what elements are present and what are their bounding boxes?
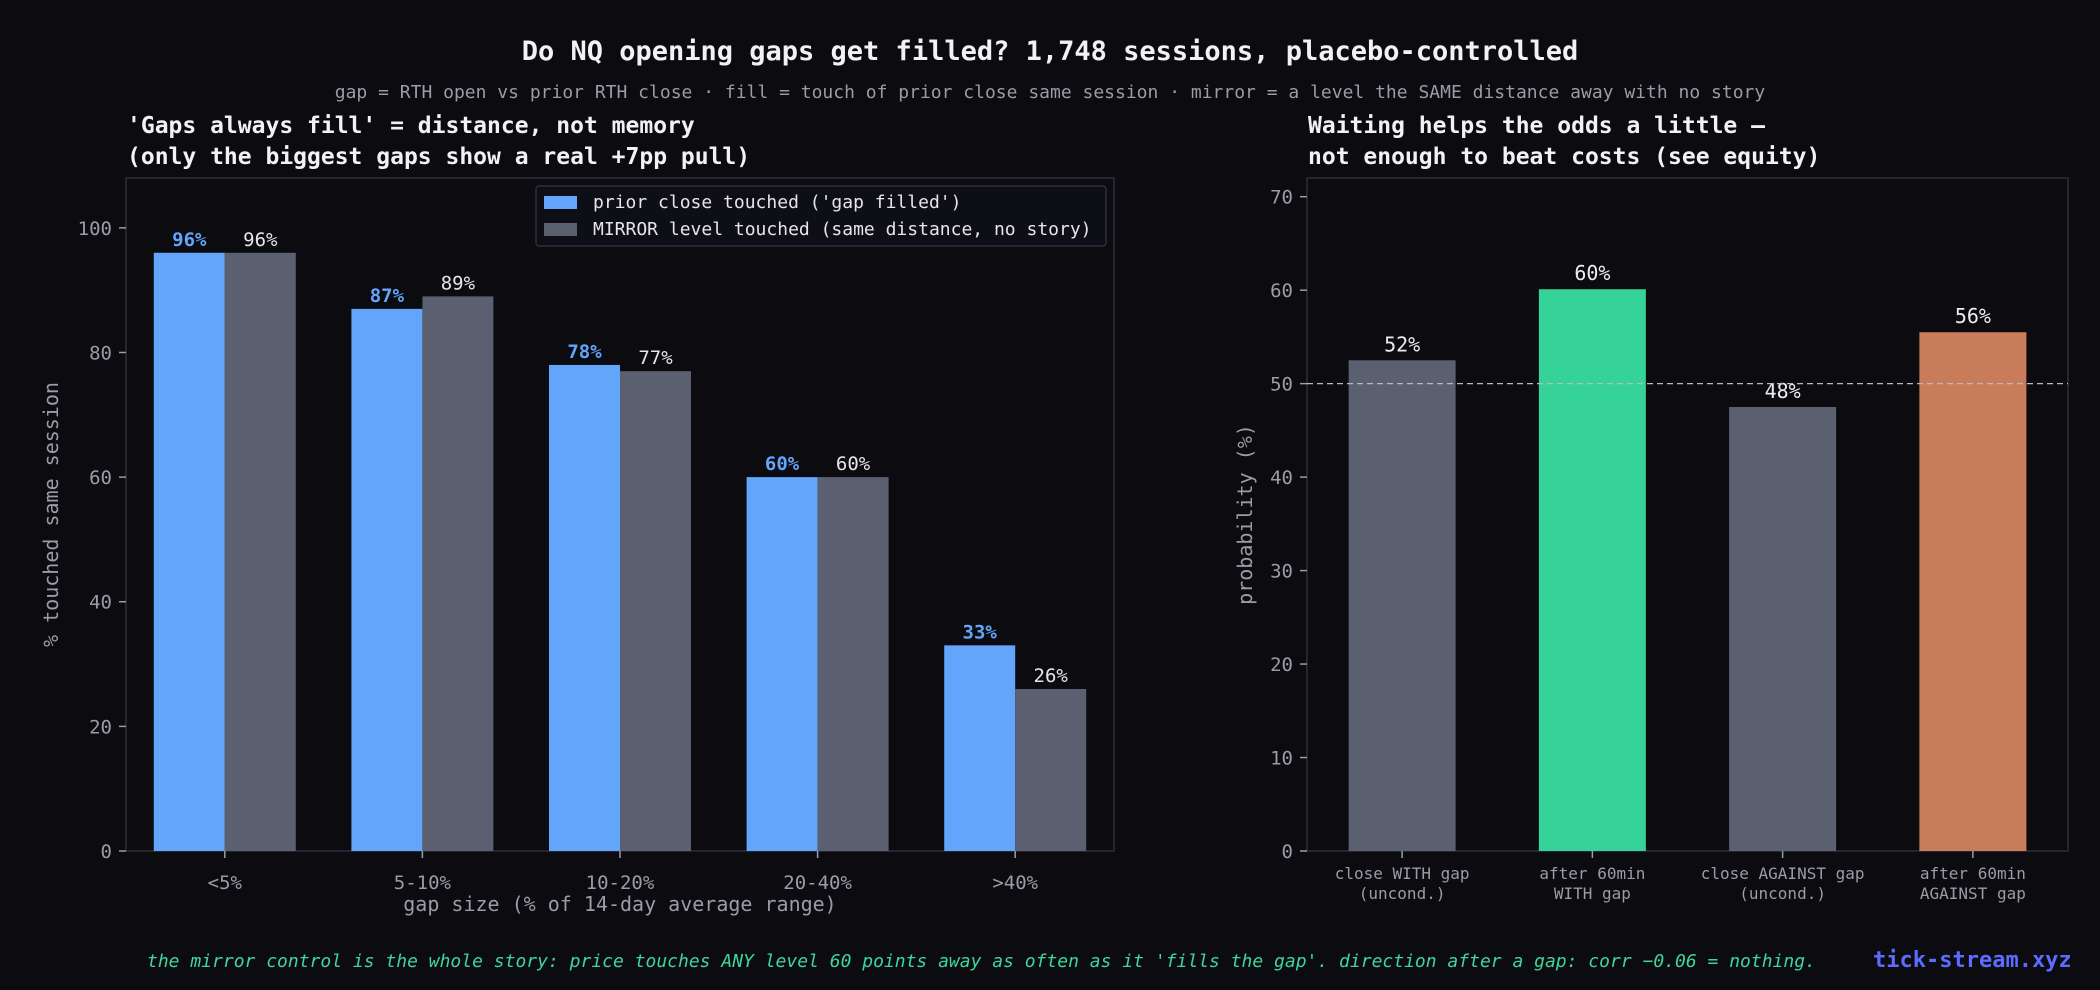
bar-mirror — [817, 477, 889, 851]
bar-mirror — [224, 252, 296, 851]
right-panel-title-line-1: Waiting helps the odds a little — — [1308, 113, 1765, 139]
bar-gap-filled — [944, 645, 1016, 851]
legend-box — [535, 185, 1107, 247]
probability-label: 56% — [1955, 304, 1991, 328]
left-panel-title-line-2: (only the biggest gaps show a real +7pp … — [127, 144, 751, 170]
right-y-tick-label: 20 — [1270, 654, 1293, 676]
bar-gap-filled — [549, 364, 620, 851]
right-y-tick-label: 50 — [1270, 374, 1293, 396]
right-y-tick-label: 70 — [1270, 187, 1293, 209]
left-x-tick-label: >40% — [992, 872, 1038, 894]
data-label-gap-filled: 96% — [172, 229, 207, 251]
probability-label: 60% — [1574, 261, 1610, 285]
data-label-gap-filled: 60% — [765, 453, 800, 475]
data-label-gap-filled: 78% — [567, 341, 602, 363]
bar-mirror — [1015, 688, 1087, 851]
left-y-tick-label: 60 — [89, 467, 112, 489]
legend-label-gap-filled: prior close touched ('gap filled') — [593, 192, 961, 213]
left-y-tick-label: 100 — [78, 218, 112, 240]
left-y-tick-label: 0 — [101, 841, 112, 863]
left-x-tick-label: 10-20% — [586, 872, 655, 894]
left-x-tick-label: 20-40% — [783, 872, 852, 894]
probability-bar — [1919, 332, 2027, 852]
legend-swatch-gap-filled — [544, 196, 577, 209]
chart-subtitle: gap = RTH open vs prior RTH close · fill… — [334, 82, 1766, 103]
right-y-tick-label: 40 — [1270, 467, 1293, 489]
left-x-axis-label: gap size (% of 14-day average range) — [403, 892, 836, 916]
probability-bar — [1348, 360, 1456, 851]
right-x-tick-label: after 60min — [1920, 864, 2026, 883]
right-y-tick-label: 10 — [1270, 748, 1293, 770]
right-panel-title-line-2: not enough to beat costs (see equity) — [1308, 144, 1821, 170]
left-y-tick-label: 20 — [89, 716, 112, 738]
left-x-tick-label: 5-10% — [394, 872, 452, 894]
right-plot-frame — [1306, 177, 2069, 852]
right-x-tick-label: close AGAINST gap — [1701, 864, 1865, 883]
right-x-tick-label: close WITH gap — [1335, 864, 1470, 883]
data-label-mirror: 26% — [1034, 665, 1069, 687]
right-y-tick-label: 0 — [1282, 841, 1293, 863]
probability-bar — [1729, 407, 1837, 851]
data-label-gap-filled: 33% — [963, 621, 998, 643]
bar-gap-filled — [351, 308, 423, 852]
data-label-gap-filled: 87% — [370, 285, 405, 307]
right-x-tick-label: (uncond.) — [1359, 884, 1446, 903]
right-x-tick-label: after 60min — [1539, 864, 1645, 883]
probability-bar — [1538, 289, 1646, 851]
right-y-tick-label: 60 — [1270, 280, 1293, 302]
legend-label-mirror: MIRROR level touched (same distance, no … — [593, 219, 1092, 240]
data-label-mirror: 96% — [243, 229, 278, 251]
right-y-tick-label: 30 — [1270, 561, 1293, 583]
chart-title: Do NQ opening gaps get filled? 1,748 ses… — [521, 36, 1579, 67]
brand-link[interactable]: tick-stream.xyz — [1873, 948, 2072, 973]
left-x-tick-label: <5% — [208, 872, 243, 894]
bar-mirror — [620, 371, 691, 851]
probability-label: 52% — [1384, 332, 1420, 356]
data-label-mirror: 60% — [836, 453, 871, 475]
right-x-tick-label: AGAINST gap — [1920, 884, 2026, 903]
probability-label: 48% — [1765, 379, 1801, 403]
left-y-tick-label: 40 — [89, 592, 112, 614]
data-label-mirror: 77% — [638, 347, 673, 369]
bar-mirror — [422, 296, 494, 851]
right-y-axis-label: probability (%) — [1233, 424, 1257, 605]
bar-gap-filled — [153, 252, 225, 851]
footer-note: the mirror control is the whole story: p… — [147, 951, 1816, 972]
legend-swatch-mirror — [544, 223, 577, 236]
left-panel-title-line-1: 'Gaps always fill' = distance, not memor… — [127, 113, 695, 139]
bar-gap-filled — [746, 477, 818, 851]
right-x-tick-label: (uncond.) — [1739, 884, 1826, 903]
left-y-axis-label: % touched same session — [39, 382, 63, 647]
left-y-tick-label: 80 — [89, 342, 112, 364]
right-panel-title: Waiting helps the odds a little — not en… — [1308, 111, 1820, 173]
right-x-tick-label: WITH gap — [1554, 884, 1631, 903]
left-panel-title: 'Gaps always fill' = distance, not memor… — [127, 111, 750, 173]
data-label-mirror: 89% — [441, 272, 476, 294]
